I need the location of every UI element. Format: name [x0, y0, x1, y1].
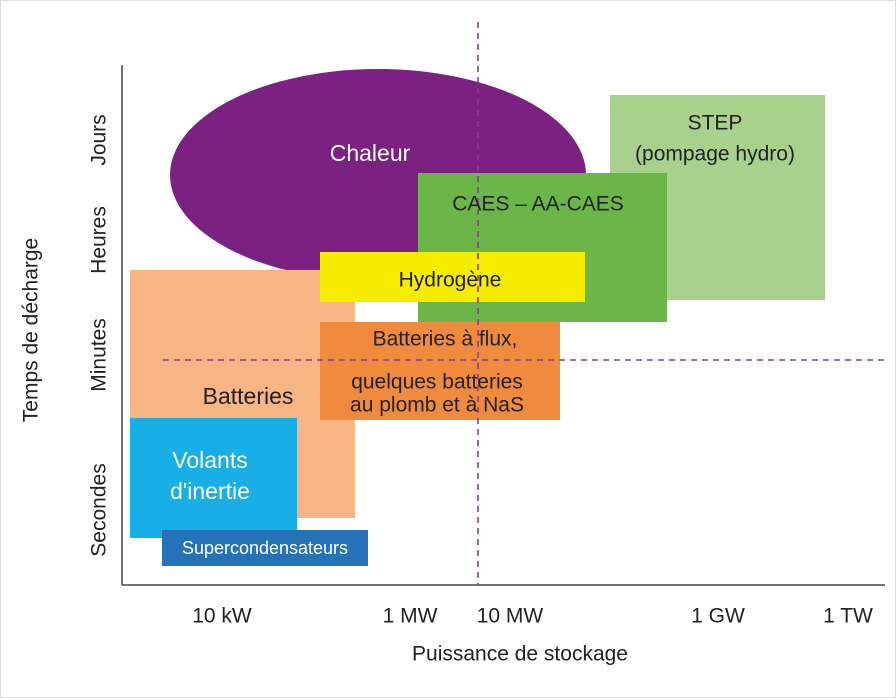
- x-label: 1 MW: [383, 605, 438, 628]
- y-label: Jours: [88, 114, 111, 165]
- x-axis-title: Puissance de stockage: [412, 643, 628, 666]
- x-label: 10 kW: [192, 605, 252, 628]
- region-label: Batteries: [203, 383, 294, 409]
- region-label: Batteries à flux,: [373, 328, 518, 351]
- region-hydrogene: [320, 252, 585, 302]
- region-volants: [130, 418, 297, 538]
- y-label: Heures: [88, 206, 111, 274]
- y-axis-title: Temps de décharge: [20, 238, 43, 422]
- region-label: d'inertie: [170, 478, 250, 504]
- region-label: Supercondensateurs: [182, 538, 348, 558]
- x-label: 10 MW: [477, 605, 544, 628]
- y-label: Minutes: [88, 318, 111, 392]
- region-supercondensateurs: [162, 530, 368, 566]
- region-label: Chaleur: [330, 140, 411, 166]
- y-label: Secondes: [88, 463, 111, 556]
- region-label: CAES – AA-CAES: [452, 193, 624, 216]
- region-label: (pompage hydro): [635, 143, 795, 166]
- region-label: Volants: [172, 447, 247, 473]
- x-label: 1 GW: [691, 605, 745, 628]
- region-flux: [320, 322, 560, 420]
- x-label: 1 TW: [823, 605, 873, 628]
- region-label: quelques batteries: [351, 371, 523, 394]
- region-label: Hydrogène: [399, 269, 502, 292]
- region-label: STEP: [688, 112, 743, 135]
- region-label: au plomb et à NaS: [350, 394, 524, 417]
